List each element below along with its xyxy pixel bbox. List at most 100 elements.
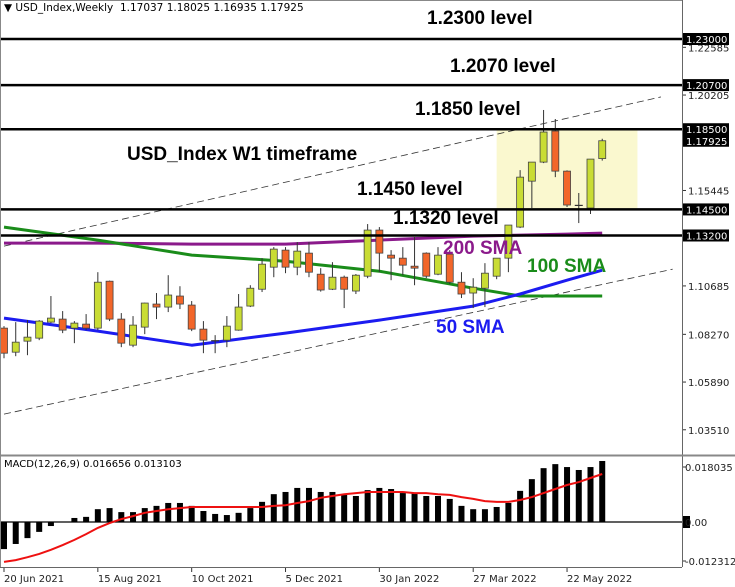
macd-histogram-bar (165, 502, 172, 522)
candle (422, 252, 431, 279)
candle (551, 118, 560, 178)
candle-body (363, 229, 372, 277)
macd-signal-line (3, 473, 603, 563)
candle-body (539, 131, 548, 163)
macd-header: MACD(12,26,9) 0.016656 0.013103 (4, 459, 182, 470)
price-level-label: 1.17925 (686, 137, 727, 148)
candle-body (222, 325, 231, 341)
candle (504, 224, 513, 273)
candle-body (246, 287, 255, 307)
macd-histogram-bar (505, 502, 512, 522)
candle (117, 313, 126, 348)
macd-histogram-bar (528, 479, 535, 522)
label-level-1-1850: 1.1850 level (415, 99, 521, 120)
candle (481, 263, 489, 308)
candle-body (117, 318, 126, 344)
candle (105, 280, 114, 322)
macd-histogram-bar (575, 469, 582, 522)
candle (23, 320, 32, 356)
candle (387, 250, 395, 281)
macd-histogram-bar (24, 522, 31, 539)
candle (410, 237, 419, 286)
candle-body (598, 140, 607, 159)
candle (129, 316, 137, 348)
candle-body (269, 248, 278, 268)
macd-tick-label: -0.012312 (685, 557, 735, 568)
price-tick-label: 1.10685 (688, 282, 729, 293)
candle (305, 242, 313, 278)
time-tick-label: 10 Oct 2021 (192, 574, 254, 585)
macd-histogram-bar (247, 508, 254, 522)
macd-histogram-bar (458, 505, 465, 522)
label-level-1-2070: 1.2070 level (450, 56, 556, 77)
candle-body (70, 322, 79, 329)
macd-histogram-bar (36, 522, 43, 532)
candle-body (164, 294, 173, 308)
macd-histogram-bar (212, 513, 219, 522)
macd-zero-box (683, 516, 690, 528)
candle (363, 224, 372, 279)
macd-histogram-bar (329, 491, 336, 522)
candle-body (492, 257, 501, 277)
macd-histogram-bar (47, 522, 54, 527)
time-tick-label: 30 Jan 2022 (379, 574, 439, 585)
candle (563, 170, 571, 208)
macd-histogram-bar (517, 490, 524, 522)
sma-line-50 (3, 268, 603, 347)
candle-body (445, 253, 454, 283)
candle (58, 311, 67, 334)
candle (539, 109, 548, 164)
candle-body (187, 304, 196, 330)
candle-body (434, 254, 442, 275)
candle (445, 250, 454, 285)
price-tick-label: 1.08270 (688, 330, 729, 341)
macd-histogram-bar (493, 506, 500, 522)
label-sma100: 100 SMA (527, 256, 607, 277)
candle (269, 247, 278, 278)
candle-body (293, 250, 302, 268)
candles-layer (0, 109, 607, 359)
macd-tick-label: 0.018035 (685, 463, 733, 474)
candle-body (47, 317, 55, 323)
macd-histogram-bar (376, 487, 383, 522)
candle-body (586, 158, 595, 209)
macd-histogram-bar (423, 495, 430, 522)
macd-histogram-bar (388, 489, 395, 522)
candle (0, 326, 8, 359)
macd-histogram-bar (481, 509, 488, 522)
candle (140, 302, 149, 335)
macd-signal-value: 0.013103 (134, 459, 182, 470)
time-axis: 20 Jun 2021 15 Aug 2021 10 Oct 2021 5 Dec 2… (3, 567, 632, 585)
macd-histogram-bar (552, 464, 559, 522)
candle-body (0, 327, 8, 354)
candle (47, 296, 55, 324)
symbol-label: USD_Index,Weekly (15, 2, 114, 14)
price-axis: 1.22585 1.20205 1.15445 1.10685 1.08270 1.058… (682, 33, 729, 437)
macd-histogram-bar (282, 491, 289, 522)
macd-histogram-bar (223, 515, 230, 522)
candle-body (410, 265, 419, 269)
macd-histogram-bar (106, 508, 113, 522)
macd-histogram-bar (12, 522, 19, 544)
macd-main-value: 0.016656 (83, 459, 131, 470)
candle-body (258, 263, 266, 290)
candle (258, 258, 266, 293)
macd-histogram-bar (399, 493, 406, 522)
price-tick-label: 1.05890 (688, 378, 729, 389)
candle (82, 314, 91, 331)
price-label-box (683, 229, 729, 242)
candle-body (58, 318, 67, 331)
price-label-box (683, 123, 729, 136)
price-tick-label: 1.22585 (688, 43, 729, 54)
macd-histogram-bar (176, 502, 183, 522)
candle-body (199, 328, 208, 341)
trendline (3, 96, 661, 247)
price-level-label: 1.13200 (686, 231, 727, 242)
candle (246, 285, 255, 308)
macd-title: MACD(12,26,9) (4, 459, 80, 470)
candle (527, 161, 536, 209)
candle-body (422, 252, 431, 277)
triangle-down-icon[interactable]: ▼ (4, 2, 13, 14)
candle-body (234, 306, 243, 331)
